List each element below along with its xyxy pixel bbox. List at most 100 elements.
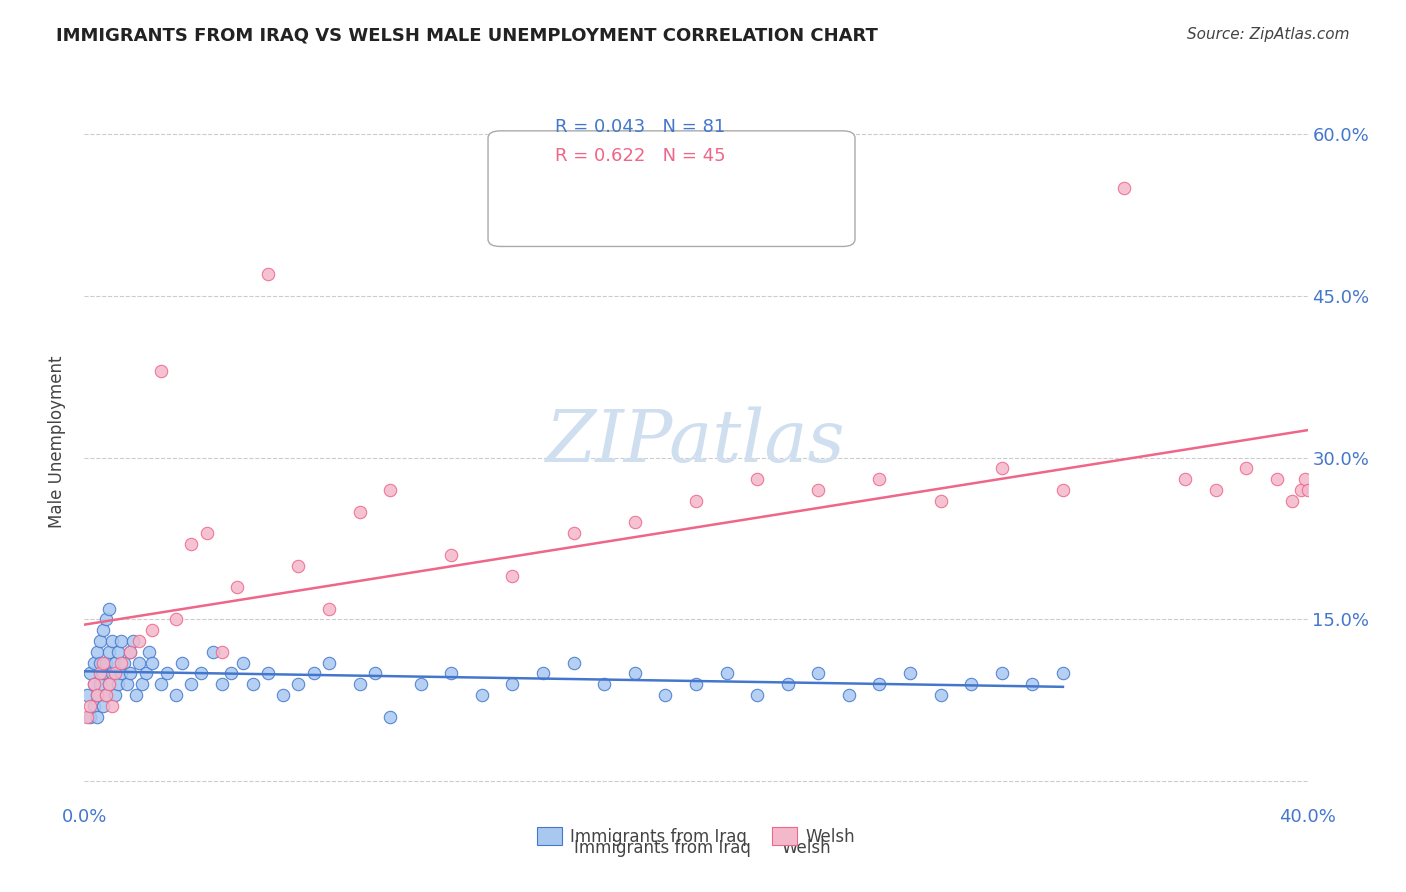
- Point: [502, 569, 524, 583]
- Point: [1174, 472, 1197, 486]
- Y-axis label: Male Unemployment: Male Unemployment: [48, 355, 66, 528]
- Point: [747, 472, 769, 486]
- Point: [440, 666, 463, 681]
- Point: [180, 537, 202, 551]
- Point: [1114, 181, 1136, 195]
- Point: [349, 505, 371, 519]
- Point: [83, 698, 105, 713]
- Point: [287, 558, 309, 573]
- Point: [76, 709, 98, 723]
- Point: [380, 709, 402, 723]
- Point: [1052, 666, 1074, 681]
- Point: [562, 656, 585, 670]
- Point: [302, 666, 325, 681]
- Text: ZIPatlas: ZIPatlas: [546, 406, 846, 477]
- Point: [128, 656, 150, 670]
- Point: [79, 666, 101, 681]
- Point: [349, 677, 371, 691]
- Point: [531, 666, 554, 681]
- Point: [685, 493, 707, 508]
- Point: [257, 666, 280, 681]
- Point: [624, 666, 647, 681]
- Point: [94, 688, 117, 702]
- Point: [898, 666, 921, 681]
- Point: [409, 677, 432, 691]
- Point: [747, 688, 769, 702]
- Point: [180, 677, 202, 691]
- Point: [101, 666, 124, 681]
- Point: [141, 656, 163, 670]
- Point: [120, 666, 142, 681]
- Point: [97, 677, 120, 691]
- Point: [149, 364, 172, 378]
- Point: [97, 645, 120, 659]
- Point: [1291, 483, 1313, 497]
- Point: [112, 656, 135, 670]
- Point: [104, 656, 127, 670]
- Point: [593, 677, 616, 691]
- Point: [94, 656, 117, 670]
- Point: [226, 580, 249, 594]
- Point: [1236, 461, 1258, 475]
- Point: [165, 612, 187, 626]
- Point: [219, 666, 242, 681]
- Point: [101, 698, 124, 713]
- Point: [562, 526, 585, 541]
- Point: [125, 688, 148, 702]
- Point: [624, 516, 647, 530]
- Point: [1265, 472, 1288, 486]
- Point: [120, 645, 142, 659]
- Point: [991, 666, 1014, 681]
- Point: [83, 677, 105, 691]
- Point: [110, 666, 132, 681]
- Point: [257, 268, 280, 282]
- Point: [86, 688, 108, 702]
- Point: [869, 472, 891, 486]
- Text: R = 0.622   N = 45: R = 0.622 N = 45: [555, 147, 725, 165]
- Text: IMMIGRANTS FROM IRAQ VS WELSH MALE UNEMPLOYMENT CORRELATION CHART: IMMIGRANTS FROM IRAQ VS WELSH MALE UNEMP…: [56, 27, 879, 45]
- Point: [89, 656, 111, 670]
- Point: [364, 666, 387, 681]
- Point: [83, 677, 105, 691]
- Point: [79, 698, 101, 713]
- Point: [318, 601, 340, 615]
- Point: [287, 677, 309, 691]
- Point: [107, 645, 129, 659]
- Point: [83, 656, 105, 670]
- Point: [380, 483, 402, 497]
- Point: [91, 624, 114, 638]
- Point: [869, 677, 891, 691]
- Point: [97, 677, 120, 691]
- Point: [211, 677, 233, 691]
- Point: [89, 677, 111, 691]
- Point: [115, 677, 138, 691]
- Point: [131, 677, 153, 691]
- Point: [1296, 483, 1319, 497]
- Point: [440, 548, 463, 562]
- Point: [929, 688, 952, 702]
- Point: [271, 688, 294, 702]
- Point: [101, 634, 124, 648]
- Point: [716, 666, 738, 681]
- Point: [1294, 472, 1316, 486]
- Point: [242, 677, 264, 691]
- Point: [502, 677, 524, 691]
- Point: [807, 666, 830, 681]
- Point: [122, 634, 145, 648]
- Text: Welsh: Welsh: [782, 839, 831, 857]
- Point: [190, 666, 212, 681]
- Text: Immigrants from Iraq: Immigrants from Iraq: [574, 839, 751, 857]
- Point: [86, 645, 108, 659]
- Point: [201, 645, 224, 659]
- Point: [211, 645, 233, 659]
- Point: [135, 666, 157, 681]
- Point: [172, 656, 194, 670]
- Point: [104, 688, 127, 702]
- Text: Source: ZipAtlas.com: Source: ZipAtlas.com: [1187, 27, 1350, 42]
- Point: [104, 666, 127, 681]
- Point: [141, 624, 163, 638]
- Point: [776, 677, 799, 691]
- Legend: Immigrants from Iraq, Welsh: Immigrants from Iraq, Welsh: [530, 821, 862, 852]
- Point: [471, 688, 494, 702]
- Point: [1052, 483, 1074, 497]
